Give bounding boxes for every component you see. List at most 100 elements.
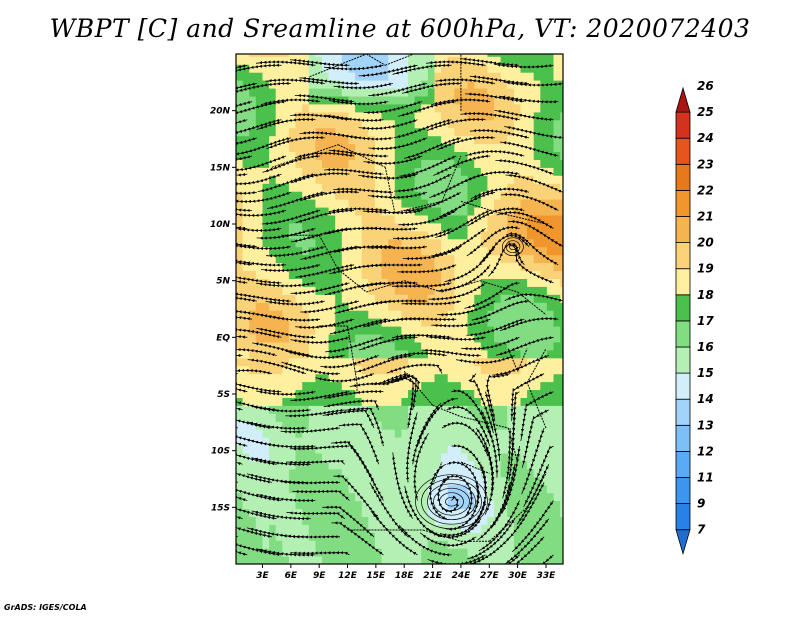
field-cell	[282, 381, 290, 390]
field-cell	[275, 333, 283, 343]
field-cell	[540, 492, 548, 502]
field-cell	[368, 56, 376, 65]
field-cell	[520, 524, 528, 533]
field-cell	[368, 460, 376, 470]
field-cell	[255, 484, 263, 494]
field-cell	[275, 508, 283, 517]
field-cell	[527, 88, 535, 97]
field-cell	[494, 318, 502, 327]
field-cell	[322, 500, 330, 509]
border-line	[403, 370, 433, 406]
field-cell	[553, 413, 561, 422]
field-cell	[546, 127, 555, 137]
field-cell	[288, 143, 297, 152]
field-cell	[401, 429, 409, 438]
field-cell	[421, 302, 429, 311]
field-cell	[520, 468, 528, 478]
field-cell	[282, 484, 290, 494]
field-cell	[282, 294, 290, 303]
field-cell	[381, 254, 389, 264]
field-cell	[322, 310, 330, 319]
field-cell	[434, 524, 442, 533]
colorbar-label: 23	[697, 157, 714, 171]
field-cell	[560, 230, 563, 240]
field-cell	[487, 88, 495, 97]
field-cell	[315, 397, 323, 406]
field-cell	[474, 445, 482, 454]
field-cell	[546, 452, 555, 462]
field-cell	[560, 405, 563, 414]
field-cell	[335, 492, 343, 502]
field-cell	[441, 254, 449, 264]
field-cell	[236, 199, 244, 208]
field-cell	[355, 230, 363, 240]
field-cell	[546, 413, 555, 422]
field-cell	[540, 103, 548, 113]
field-cell	[560, 357, 563, 367]
field-cell	[480, 262, 488, 271]
field-cell	[262, 88, 270, 97]
field-cell	[560, 222, 563, 232]
field-cell	[348, 199, 356, 208]
field-cell	[328, 516, 336, 525]
field-cell	[348, 238, 356, 248]
colorbar-swatch	[675, 163, 691, 191]
field-cell	[414, 524, 422, 533]
field-cell	[288, 373, 297, 383]
field-cell	[322, 468, 330, 478]
field-cell	[255, 111, 263, 121]
field-cell	[546, 318, 555, 327]
field-cell	[467, 429, 475, 438]
field-cell	[355, 254, 363, 264]
field-cell	[507, 103, 515, 113]
field-cell	[494, 167, 502, 176]
field-cell	[513, 103, 522, 113]
field-cell	[480, 119, 488, 129]
field-cell	[341, 437, 349, 446]
x-tick-label: 6E	[285, 571, 298, 581]
field-cell	[560, 127, 563, 137]
field-cell	[302, 294, 310, 303]
field-cell	[447, 175, 455, 184]
field-cell	[282, 127, 290, 137]
field-cell	[553, 64, 561, 73]
field-cell	[388, 500, 396, 509]
field-cell	[460, 183, 469, 192]
field-cell	[560, 262, 563, 271]
field-cell	[520, 230, 528, 240]
field-cell	[374, 524, 383, 533]
field-cell	[460, 64, 469, 73]
field-cell	[348, 54, 356, 57]
field-cell	[295, 167, 303, 176]
field-cell	[348, 175, 356, 184]
field-cell	[401, 80, 409, 89]
field-cell	[388, 445, 396, 454]
field-cell	[427, 516, 436, 525]
field-cell	[427, 357, 436, 367]
field-cell	[255, 445, 263, 454]
field-cell	[467, 127, 475, 137]
field-cell	[533, 88, 541, 97]
field-cell	[560, 278, 563, 287]
field-cell	[388, 421, 396, 430]
field-cell	[527, 103, 535, 113]
field-cell	[315, 524, 323, 533]
field-cell	[288, 540, 297, 549]
field-cell	[269, 357, 277, 367]
field-cell	[447, 516, 455, 525]
field-cell	[295, 540, 303, 549]
field-cell	[553, 516, 561, 525]
field-cell	[394, 238, 402, 248]
colorbar-swatch	[675, 477, 691, 505]
field-cell	[242, 460, 250, 470]
field-cell	[236, 159, 244, 168]
field-cell	[527, 278, 535, 287]
field-cell	[262, 302, 270, 311]
field-cell	[388, 310, 396, 319]
field-cell	[249, 373, 257, 383]
streamline	[397, 264, 457, 274]
streamline	[331, 521, 384, 556]
field-cell	[315, 175, 323, 184]
field-cell	[374, 199, 383, 208]
